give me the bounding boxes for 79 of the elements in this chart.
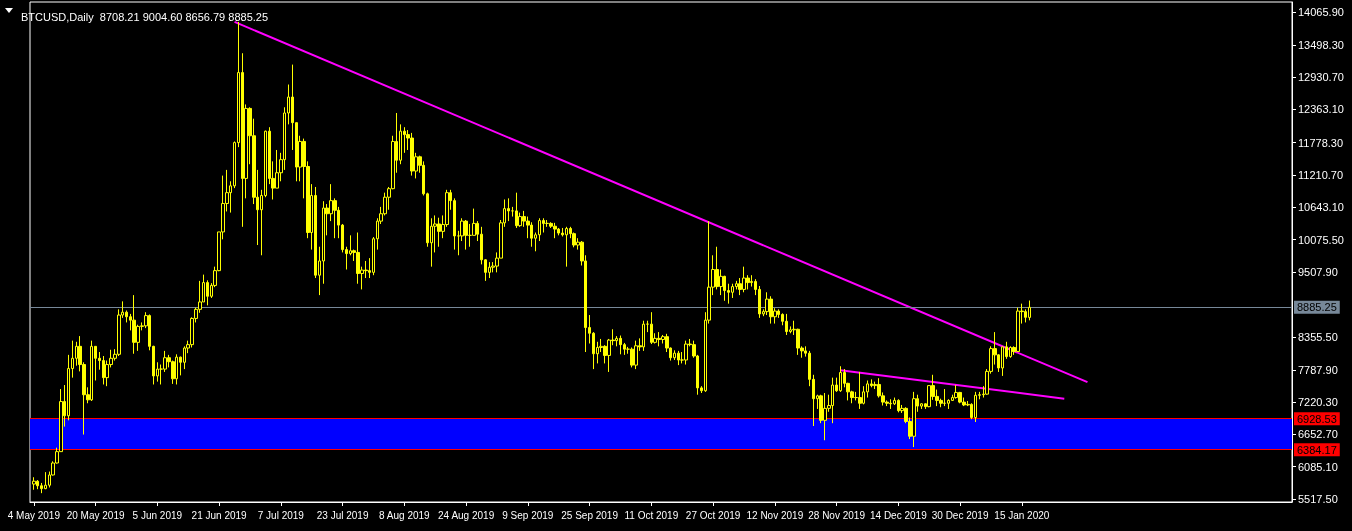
candlestick xyxy=(410,132,414,177)
candlestick xyxy=(684,340,688,366)
y-tick-label: 14065.90 xyxy=(1298,6,1344,19)
candlestick xyxy=(530,221,533,248)
x-tick-label: 12 Nov 2019 xyxy=(746,509,804,521)
x-tick-label: 20 May 2019 xyxy=(66,509,125,521)
candlestick xyxy=(44,471,47,490)
candlestick xyxy=(889,398,892,410)
y-tick-label: 7787.90 xyxy=(1298,363,1338,376)
ref-line-label: 8885.25 xyxy=(1297,301,1337,314)
x-tick-label: 30 Dec 2019 xyxy=(931,509,989,521)
candlestick xyxy=(1016,307,1020,353)
candlestick xyxy=(858,371,862,410)
candlestick xyxy=(1009,345,1012,359)
x-tick-label: 28 Nov 2019 xyxy=(808,509,866,521)
ref-line-label: 6384.17 xyxy=(1297,443,1337,456)
candlestick xyxy=(650,311,653,345)
x-tick-label: 7 Jul 2019 xyxy=(257,509,305,521)
y-tick-label: 6652.70 xyxy=(1298,428,1338,441)
candlestick xyxy=(557,227,560,236)
x-tick-label: 24 Aug 2019 xyxy=(438,509,495,521)
ref-line-label: 6928.53 xyxy=(1297,412,1337,425)
y-tick-label: 12363.10 xyxy=(1298,103,1344,116)
candlestick xyxy=(1001,345,1004,377)
x-tick-label: 8 Aug 2019 xyxy=(379,509,431,521)
y-tick-label: 9507.90 xyxy=(1298,265,1338,278)
x-tick-label: 14 Dec 2019 xyxy=(869,509,928,521)
x-tick-label: 9 Sep 2019 xyxy=(502,509,554,521)
x-tick-label: 15 Jan 2020 xyxy=(994,509,1050,521)
candlestick xyxy=(619,335,622,355)
candlestick xyxy=(677,350,680,366)
candlestick xyxy=(437,217,441,248)
y-tick-label: 5517.50 xyxy=(1298,493,1338,506)
candlestick xyxy=(102,355,105,385)
candlestick xyxy=(464,219,468,251)
x-tick-label: 11 Oct 2019 xyxy=(624,509,679,521)
candlestick xyxy=(769,295,773,325)
y-tick-label: 13498.30 xyxy=(1298,38,1344,51)
candlestick xyxy=(943,388,946,407)
candlestick xyxy=(974,391,977,423)
y-tick-label: 11778.30 xyxy=(1298,136,1344,149)
candlestick xyxy=(897,398,900,413)
candlestick xyxy=(90,340,93,402)
candlestick xyxy=(831,377,834,424)
y-tick-label: 11210.70 xyxy=(1298,168,1344,181)
x-tick-label: 27 Oct 2019 xyxy=(685,509,741,521)
candlestick xyxy=(36,479,39,490)
candlestick xyxy=(642,320,645,352)
y-tick-label: 6085.10 xyxy=(1298,460,1338,473)
candlestick xyxy=(553,222,557,239)
candlestick xyxy=(32,476,36,491)
x-tick-label: 4 May 2019 xyxy=(7,509,61,521)
candlestick xyxy=(634,340,638,370)
candlestick xyxy=(742,266,746,293)
x-tick-label: 25 Sep 2019 xyxy=(561,509,619,521)
candlestick xyxy=(657,331,661,347)
candlestick xyxy=(175,353,178,385)
candlestick xyxy=(132,294,136,355)
x-tick-label: 23 Jul 2019 xyxy=(316,509,369,521)
candlestick xyxy=(206,279,209,306)
candlestick xyxy=(1028,300,1031,321)
y-tick-label: 8355.50 xyxy=(1298,331,1338,344)
y-tick-label: 10075.50 xyxy=(1298,233,1344,246)
candlestick xyxy=(785,313,788,336)
candlestick xyxy=(673,349,676,361)
candlestick xyxy=(839,365,842,393)
y-tick-label: 12930.70 xyxy=(1298,71,1344,84)
candlestick xyxy=(356,232,360,285)
candlestick xyxy=(515,192,518,229)
candlestick xyxy=(823,392,827,441)
x-tick-label: 21 Jun 2019 xyxy=(191,509,248,521)
y-tick-label: 10643.10 xyxy=(1298,201,1344,214)
text: BTCUSD,Daily 8708.21 9004.60 8656.79 8885.25 xyxy=(21,10,269,23)
candlestick xyxy=(565,226,568,268)
y-tick-label: 7220.30 xyxy=(1298,396,1338,409)
candlestick xyxy=(912,391,916,448)
x-tick-label: 5 Jun 2019 xyxy=(132,509,183,521)
candlestick xyxy=(488,261,491,279)
candlestick xyxy=(954,384,958,400)
